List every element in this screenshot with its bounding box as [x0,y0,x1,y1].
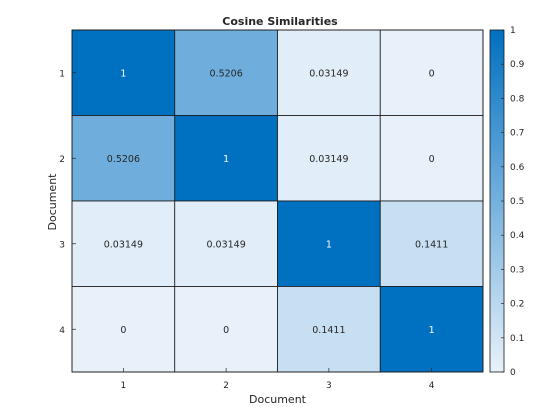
colorbar-tick-label: 0.5 [510,197,524,207]
y-tick-label: 3 [59,240,65,250]
x-tick-label: 2 [223,381,229,391]
heatmap-cell [379,286,484,373]
cell-label: 0 [223,325,229,336]
colorbar-tick-label: 0.9 [510,60,525,70]
x-tick-label: 4 [429,381,435,391]
colorbar-tick-label: 0.4 [510,231,525,241]
cell-label: 0.03149 [206,239,245,250]
colorbar-tick-label: 0.3 [510,265,524,275]
heatmap-cell [379,115,484,202]
cell-label: 0.03149 [104,239,143,250]
x-axis-ticks: 1 2 3 4 [121,368,435,391]
colorbar-tick-label: 1 [510,26,516,36]
colorbar-tick-label: 0.2 [510,300,524,310]
y-tick-label: 4 [59,326,65,336]
y-axis-label: Document [46,173,59,231]
cell-label: 1 [429,325,435,336]
cell-label: 1 [326,239,332,250]
heatmap-cell [71,286,176,373]
cell-label: 1 [223,154,229,165]
heatmap-cell [379,29,484,116]
heatmap-cell [174,29,278,116]
cell-label: 0 [429,154,435,165]
heatmap-cell [174,115,278,202]
heatmap-cell [277,286,381,373]
cell-label: 0.1411 [312,325,345,336]
chart-title: Cosine Similarities [222,15,338,28]
y-tick-label: 1 [59,69,65,79]
cell-label: 0.5206 [210,68,243,79]
colorbar-tick-label: 0.8 [510,94,525,104]
heatmap-cells: 1 0.5206 0.03149 0 0.5206 1 0.03149 0 0.03149 0.0… [71,29,484,373]
y-axis-ticks: 1 2 3 4 [59,69,76,336]
cell-label: 0.1411 [415,239,448,250]
colorbar-tick-label: 0.1 [510,334,524,344]
x-tick-label: 1 [121,381,127,391]
y-tick-label: 2 [59,155,65,165]
x-axis-label: Document [249,393,307,406]
x-tick-label: 3 [326,381,332,391]
colorbar-tick-label: 0 [510,368,516,378]
heatmap-cell [379,200,484,287]
colorbar-tick-label: 0.7 [510,129,524,139]
colorbar: 0 0.1 0.2 0.3 0.4 0.5 0.6 0.7 0.8 0.9 1 [489,26,525,378]
cell-label: 0.5206 [107,154,140,165]
plot-border [71,29,484,373]
heatmap-cell [174,286,278,373]
cell-label: 0.03149 [309,68,348,79]
cell-label: 0.03149 [309,154,348,165]
heatmap-cell [174,200,278,287]
colorbar-tick-label: 0.6 [510,163,525,173]
cell-label: 0 [429,68,435,79]
cell-label: 1 [120,68,126,79]
heatmap-cell [71,115,176,202]
cell-label: 0 [120,325,126,336]
heatmap-cell [71,29,176,116]
